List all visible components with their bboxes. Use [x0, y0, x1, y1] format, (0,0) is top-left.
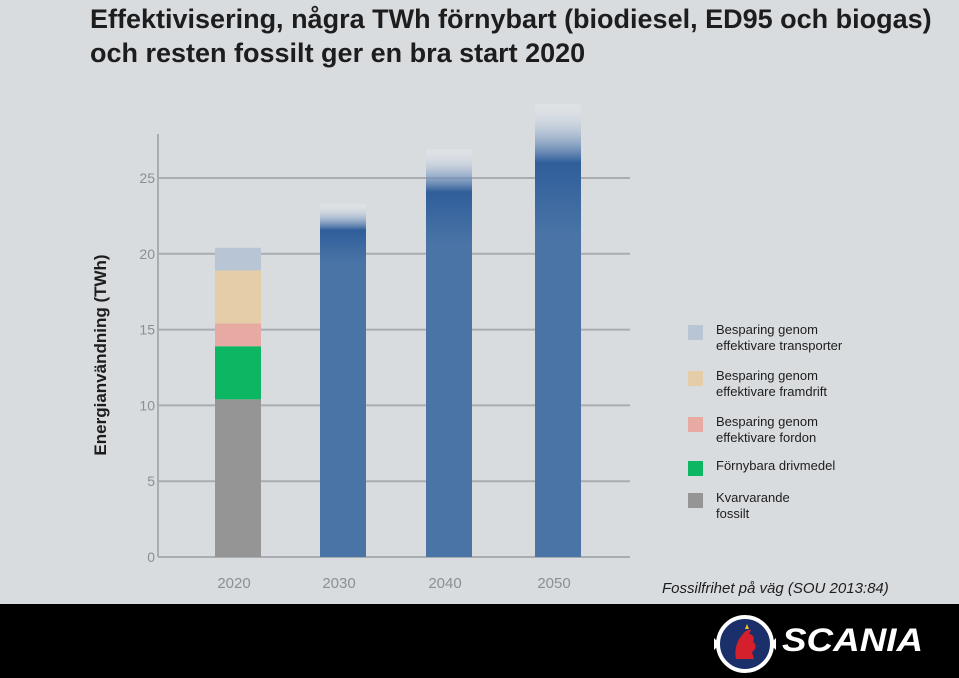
- legend-label: Besparing genom effektivare fordon: [716, 414, 818, 445]
- bar-total-2040: [426, 243, 472, 558]
- legend-item: Besparing genom effektivare transporter: [688, 322, 886, 354]
- footer-bar: SCANIA: [0, 604, 959, 678]
- bar-fade-2040: [426, 149, 472, 245]
- bar-segment-4-2020: [215, 247, 261, 271]
- legend-label: Förnybara drivmedel: [716, 458, 836, 473]
- legend-swatch: [688, 461, 703, 476]
- bar-total-2050: [535, 234, 581, 558]
- stacked-bar-chart: 0 5 10 15 20 25 Energianvändning (TWh) 2020 2030…: [91, 103, 630, 592]
- y-axis-title: Energianvändning (TWh): [91, 254, 110, 455]
- bar-total-2030: [320, 261, 366, 557]
- bars: [215, 103, 581, 558]
- legend-item: Besparing genom effektivare fordon: [688, 414, 886, 446]
- tick-labels: 0 5 10 15 20 25 Energianvändning (TWh) 2020 2030…: [91, 170, 571, 592]
- scania-griffin-logo-icon: [714, 615, 776, 673]
- y-tick-label: 5: [147, 473, 155, 489]
- legend-label: Besparing genom effektivare framdrift: [716, 368, 828, 399]
- y-tick-label: 25: [139, 170, 155, 186]
- bar-segment-2-2020: [215, 323, 261, 347]
- legend-label: Besparing genom effektivare transporter: [716, 322, 843, 353]
- bar-fade-2030: [320, 203, 366, 263]
- x-tick-label-2020: 2020: [217, 575, 250, 592]
- bar-fade-2050: [535, 103, 581, 236]
- y-tick-label: 20: [139, 246, 155, 262]
- legend-label: Kvarvarande fossilt: [716, 490, 790, 521]
- bar-segment-3-2020: [215, 270, 261, 324]
- legend-item: Förnybara drivmedel: [688, 458, 886, 476]
- x-tick-label-2050: 2050: [537, 575, 570, 592]
- brand-name: SCANIA: [782, 622, 924, 658]
- legend-item: Kvarvarande fossilt: [688, 490, 886, 522]
- y-tick-label: 15: [139, 322, 155, 338]
- bar-segment-1-2020: [215, 346, 261, 400]
- legend-swatch: [688, 325, 703, 340]
- legend-swatch: [688, 493, 703, 508]
- legend-swatch: [688, 371, 703, 386]
- x-tick-label-2040: 2040: [428, 575, 461, 592]
- y-tick-label: 10: [139, 397, 155, 413]
- x-tick-label-2030: 2030: [322, 575, 355, 592]
- y-tick-label: 0: [147, 549, 155, 565]
- legend-item: Besparing genom effektivare framdrift: [688, 368, 886, 400]
- chart-title: Effektivisering, några TWh förnybart (bi…: [90, 4, 932, 68]
- bar-segment-0-2020: [215, 399, 261, 557]
- source-citation: Fossilfrihet på väg (SOU 2013:84): [662, 580, 889, 597]
- legend-swatch: [688, 417, 703, 432]
